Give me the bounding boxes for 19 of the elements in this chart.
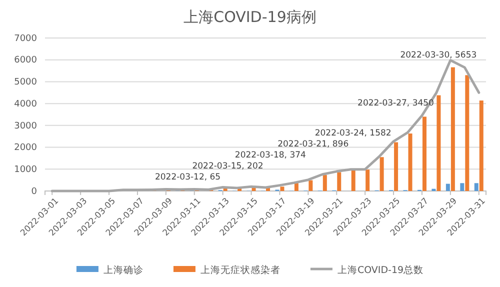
- legend-label: 上海COVID-19总数: [337, 264, 424, 276]
- y-tick-label: 6000: [14, 56, 38, 66]
- annotation: 2022-03-12, 65: [154, 172, 221, 183]
- annotation: 2022-03-21, 896: [278, 140, 349, 150]
- y-tick-label: 1000: [14, 165, 38, 176]
- legend-label: 上海无症状感染者: [200, 264, 280, 276]
- annotation: 2022-03-15, 202: [192, 162, 264, 172]
- y-tick-label: 5000: [14, 78, 38, 88]
- y-tick-label: 7000: [14, 34, 38, 44]
- annotation: 2022-03-30, 5653: [400, 50, 477, 60]
- annotation: 2022-03-24, 1582: [314, 128, 392, 139]
- y-tick-label: 4000: [14, 99, 38, 110]
- chart-title: 上海COVID-19病例: [184, 8, 316, 26]
- annotation: 2022-03-27, 3450: [358, 98, 434, 109]
- y-tick-label: 0: [31, 186, 38, 197]
- annotation: 2022-03-18, 374: [234, 150, 306, 161]
- y-tick-label: 2000: [14, 143, 38, 154]
- legend-label: 上海确诊: [103, 264, 144, 276]
- y-tick-label: 3000: [14, 121, 38, 132]
